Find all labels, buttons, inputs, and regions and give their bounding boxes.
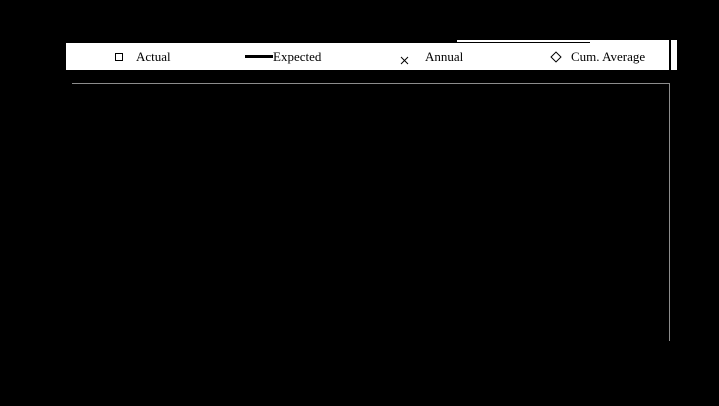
legend-label-cum-average: Cum. Average [571, 49, 646, 64]
x-cross-icon [400, 52, 409, 65]
chart-legend: Actual Expected Annual Cum. Average [66, 43, 677, 70]
square-outline-icon [115, 53, 123, 61]
diamond-outline-icon [550, 51, 562, 63]
legend-label-actual: Actual [136, 49, 171, 64]
thick-line-icon [245, 55, 273, 58]
legend-label-annual: Annual [425, 49, 464, 64]
legend-right-divider [669, 40, 671, 70]
legend-label-expected: Expected [273, 49, 322, 64]
plot-area [72, 83, 670, 341]
